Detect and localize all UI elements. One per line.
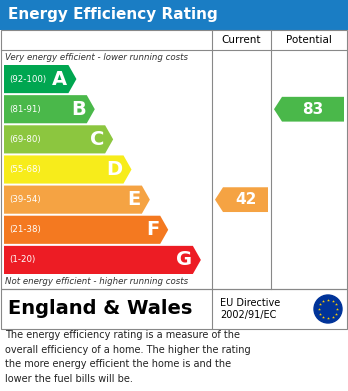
Text: 42: 42	[235, 192, 256, 207]
Text: (55-68): (55-68)	[9, 165, 41, 174]
Text: 83: 83	[302, 102, 324, 117]
Text: (92-100): (92-100)	[9, 75, 46, 84]
Text: Not energy efficient - higher running costs: Not energy efficient - higher running co…	[5, 278, 188, 287]
Text: Current: Current	[222, 35, 261, 45]
Polygon shape	[4, 125, 113, 153]
Text: Potential: Potential	[286, 35, 332, 45]
Text: (21-38): (21-38)	[9, 225, 41, 234]
Text: EU Directive: EU Directive	[220, 298, 280, 308]
Text: (81-91): (81-91)	[9, 105, 41, 114]
Text: D: D	[106, 160, 122, 179]
Polygon shape	[274, 97, 344, 122]
Text: England & Wales: England & Wales	[8, 300, 192, 319]
Polygon shape	[4, 95, 95, 123]
Polygon shape	[4, 246, 201, 274]
Circle shape	[314, 295, 342, 323]
Text: Energy Efficiency Rating: Energy Efficiency Rating	[8, 7, 218, 23]
Polygon shape	[4, 156, 132, 183]
Text: (1-20): (1-20)	[9, 255, 35, 264]
Polygon shape	[215, 187, 268, 212]
Text: Very energy efficient - lower running costs: Very energy efficient - lower running co…	[5, 52, 188, 61]
Text: 2002/91/EC: 2002/91/EC	[220, 310, 276, 320]
Text: The energy efficiency rating is a measure of the
overall efficiency of a home. T: The energy efficiency rating is a measur…	[5, 330, 251, 384]
Text: F: F	[146, 220, 159, 239]
Bar	[0, 0, 348, 30]
Text: (39-54): (39-54)	[9, 195, 41, 204]
Text: A: A	[52, 70, 68, 89]
Polygon shape	[4, 65, 77, 93]
Polygon shape	[4, 186, 150, 214]
Text: C: C	[90, 130, 104, 149]
Text: E: E	[128, 190, 141, 209]
Text: G: G	[176, 250, 192, 269]
Text: (69-80): (69-80)	[9, 135, 41, 144]
Bar	[1, 289, 347, 329]
Bar	[1, 30, 347, 289]
Text: B: B	[71, 100, 86, 119]
Polygon shape	[4, 216, 168, 244]
